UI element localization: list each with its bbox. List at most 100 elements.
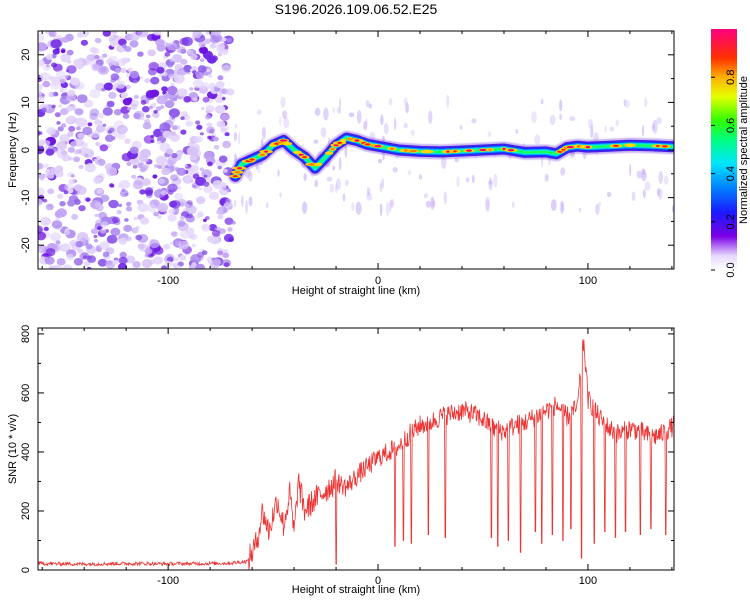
noise-blob: [38, 95, 45, 103]
noise-blob: [38, 139, 45, 145]
noise-blob: [156, 66, 165, 74]
colorbar-ticks: 0.0 0.2 0.4 0.6 0.8: [711, 70, 737, 278]
bottom-y-axis-label: SNR (10 * v/v): [7, 414, 19, 484]
noise-blob: [73, 258, 83, 266]
noise-blob: [656, 188, 661, 197]
noise-blob: [144, 248, 153, 255]
noise-blob: [132, 261, 141, 268]
noise-blob: [72, 105, 77, 109]
ridge-hotspot: [389, 147, 395, 150]
noise-blob: [215, 81, 225, 89]
noise-blob: [83, 255, 87, 259]
ridge-hotspot: [333, 144, 339, 147]
colorbar-tick-label: 0.0: [725, 262, 737, 277]
noise-blob: [471, 118, 477, 124]
noise-blob: [155, 155, 167, 166]
noise-blob: [60, 49, 66, 54]
ridge-hotspot: [465, 149, 473, 152]
noise-blob: [94, 158, 98, 162]
noise-blob: [303, 173, 307, 181]
ridge-hotspot: [264, 150, 268, 153]
noise-blob: [47, 173, 55, 179]
noise-blob: [227, 227, 233, 232]
noise-blob: [150, 76, 160, 85]
noise-blob: [137, 31, 149, 38]
noise-blob: [147, 49, 156, 57]
noise-blob: [658, 188, 663, 200]
noise-blob: [95, 161, 99, 165]
noise-blob: [195, 263, 206, 269]
colorbar-tick-label: 0.8: [725, 70, 737, 85]
noise-blob: [378, 158, 382, 164]
noise-blob: [329, 183, 334, 193]
noise-blob: [443, 191, 447, 205]
noise-blob: [58, 104, 63, 108]
noise-blob: [185, 120, 193, 127]
noise-blob: [108, 199, 119, 209]
noise-blob: [171, 231, 178, 237]
noise-blob: [64, 74, 69, 78]
noise-blob: [73, 184, 83, 192]
noise-blob: [110, 78, 116, 83]
noise-blob: [356, 110, 362, 124]
noise-blob: [191, 262, 197, 268]
noise-blob: [105, 134, 114, 142]
noise-blob: [390, 199, 395, 208]
noise-blob: [176, 186, 182, 190]
noise-blob: [129, 103, 138, 110]
y-tick-label: 600: [20, 384, 32, 402]
noise-blob: [137, 243, 145, 250]
noise-blob: [389, 200, 392, 213]
noise-blob: [531, 111, 537, 124]
noise-blob: [199, 46, 208, 54]
noise-blob: [425, 200, 432, 208]
noise-blob: [70, 77, 80, 86]
noise-blob: [85, 197, 91, 202]
noise-blob: [76, 126, 81, 131]
noise-blob: [179, 215, 185, 220]
noise-blob: [203, 174, 208, 178]
noise-blob: [167, 214, 177, 222]
noise-blob: [511, 201, 515, 209]
noise-blob: [199, 58, 205, 62]
noise-blob: [368, 103, 373, 109]
noise-blob: [43, 163, 49, 169]
noise-blob: [261, 126, 266, 140]
noise-blob: [126, 162, 132, 166]
noise-blob: [132, 228, 139, 234]
noise-blob: [93, 176, 103, 185]
noise-blob: [135, 234, 143, 241]
noise-blob: [118, 38, 127, 46]
ridge-hotspot: [330, 148, 335, 151]
noise-blob: [323, 107, 329, 121]
noise-blob: [40, 107, 47, 113]
noise-blob: [177, 261, 184, 267]
ridge-hotspot: [327, 152, 332, 155]
noise-blob: [132, 164, 138, 169]
noise-blob: [38, 162, 44, 170]
noise-blob: [118, 203, 123, 208]
noise-blob: [42, 80, 51, 88]
noise-blob: [485, 199, 490, 213]
noise-blob: [642, 189, 647, 199]
noise-blob: [125, 255, 136, 264]
noise-blob: [410, 129, 415, 136]
noise-blob: [152, 174, 158, 179]
noise-blob: [641, 125, 645, 137]
noise-blob: [569, 116, 576, 122]
noise-blob: [66, 59, 72, 64]
noise-blob: [61, 36, 70, 43]
noise-blob: [156, 95, 168, 105]
noise-blob: [38, 131, 43, 135]
noise-blob: [170, 131, 176, 137]
noise-blob: [348, 112, 355, 118]
noise-blob: [430, 196, 435, 210]
noise-blob: [207, 135, 212, 140]
noise-blob: [221, 125, 229, 132]
noise-blob: [66, 65, 77, 74]
noise-blob: [61, 123, 67, 128]
noise-blob: [225, 198, 232, 204]
x-tick-label: 100: [579, 575, 597, 587]
noise-blob: [51, 104, 56, 109]
noise-blob: [73, 58, 83, 68]
